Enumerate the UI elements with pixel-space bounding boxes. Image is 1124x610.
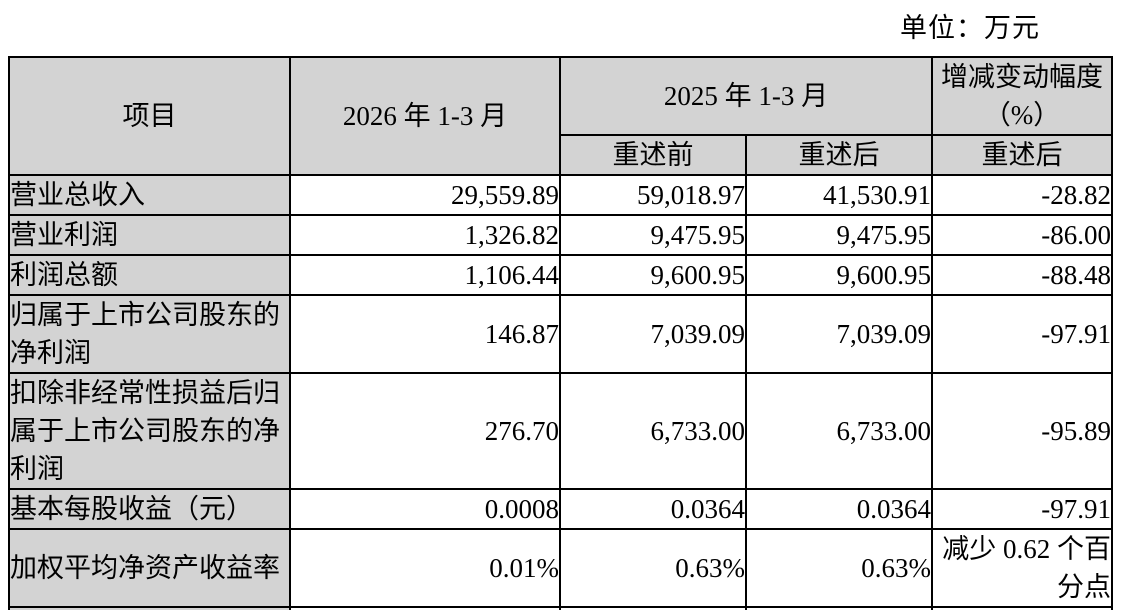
row-value-change <box>931 606 1113 610</box>
row-value-2026: 29,559.89 <box>289 174 561 216</box>
row-value-before: 9,600.95 <box>559 254 747 296</box>
header-item: 项目 <box>8 56 291 176</box>
row-item-label: 利润总额 <box>8 254 291 296</box>
row-value-before: 6,733.00 <box>559 372 747 490</box>
row-value-2026: 276.70 <box>289 372 561 490</box>
row-value-2026: 1,106.44 <box>289 254 561 296</box>
table-row: 加权平均净资产收益率 0.01% 0.63% 0.63% 减少 0.62 个百分… <box>8 528 1113 608</box>
header-2025: 2025 年 1-3 月 <box>559 56 933 136</box>
row-item-label: 扣除非经常性损益后归属于上市公司股东的净利润 <box>8 372 291 490</box>
row-value-after: 9,600.95 <box>745 254 933 296</box>
row-value-before: 0.63% <box>559 528 747 608</box>
header-change: 增减变动幅度（%） <box>931 56 1113 136</box>
row-value-change: -97.91 <box>931 294 1113 374</box>
header-row-top: 项目 2026 年 1-3 月 2025 年 1-3 月 增减变动幅度（%） <box>8 56 1113 176</box>
subheader-after-restatement: 重述后 <box>745 134 933 176</box>
row-value-2026: 1,326.82 <box>289 214 561 256</box>
table-row: 扣除非经常性损益后归属于上市公司股东的净利润 276.70 6,733.00 6… <box>8 372 1113 490</box>
row-value-after: 0.0364 <box>745 488 933 530</box>
row-value-change: -88.48 <box>931 254 1113 296</box>
table-row: 营业总收入 29,559.89 59,018.97 41,530.91 -28.… <box>8 174 1113 216</box>
subheader-before-restatement: 重述前 <box>559 134 747 176</box>
row-value-change: -28.82 <box>931 174 1113 216</box>
row-item-label: 营业利润 <box>8 214 291 256</box>
row-item-label: 营业总收入 <box>8 174 291 216</box>
row-value-after: 41,530.91 <box>745 174 933 216</box>
row-value-change: -86.00 <box>931 214 1113 256</box>
row-value-after: 0.63% <box>745 528 933 608</box>
table-row: 基本每股收益（元） 0.0008 0.0364 0.0364 -97.91 <box>8 488 1113 530</box>
header-2026: 2026 年 1-3 月 <box>289 56 561 176</box>
row-value-2026: 0.0008 <box>289 488 561 530</box>
financial-summary-table: 项目 2026 年 1-3 月 2025 年 1-3 月 增减变动幅度（%） 重… <box>8 56 1113 610</box>
row-item-label: 归属于上市公司股东的净利润 <box>8 294 291 374</box>
row-item-label: 加权平均净资产收益率 <box>8 528 291 608</box>
row-value-after: 9,475.95 <box>745 214 933 256</box>
row-value-before: 0.0364 <box>559 488 747 530</box>
row-value-2026 <box>289 606 561 610</box>
row-value-before: 7,039.09 <box>559 294 747 374</box>
row-item-label <box>8 606 291 610</box>
row-value-change: -97.91 <box>931 488 1113 530</box>
row-value-before: 9,475.95 <box>559 214 747 256</box>
table-row: 利润总额 1,106.44 9,600.95 9,600.95 -88.48 <box>8 254 1113 296</box>
row-value-after: 7,039.09 <box>745 294 933 374</box>
row-value-before: 59,018.97 <box>559 174 747 216</box>
row-value-after: 6,733.00 <box>745 372 933 490</box>
row-value-change: -95.89 <box>931 372 1113 490</box>
table-row: 归属于上市公司股东的净利润 146.87 7,039.09 7,039.09 -… <box>8 294 1113 374</box>
row-value-before <box>559 606 747 610</box>
row-item-label: 基本每股收益（元） <box>8 488 291 530</box>
table-row: 营业利润 1,326.82 9,475.95 9,475.95 -86.00 <box>8 214 1113 256</box>
row-value-after <box>745 606 933 610</box>
header-row-sub: 重述前 重述后 重述后 <box>9 134 1113 176</box>
row-value-change: 减少 0.62 个百分点 <box>931 528 1113 608</box>
table-row-cutoff <box>8 606 1113 610</box>
subheader-change-after-restatement: 重述后 <box>931 134 1113 176</box>
unit-label: 单位：万元 <box>900 13 1040 43</box>
row-value-2026: 146.87 <box>289 294 561 374</box>
row-value-2026: 0.01% <box>289 528 561 608</box>
